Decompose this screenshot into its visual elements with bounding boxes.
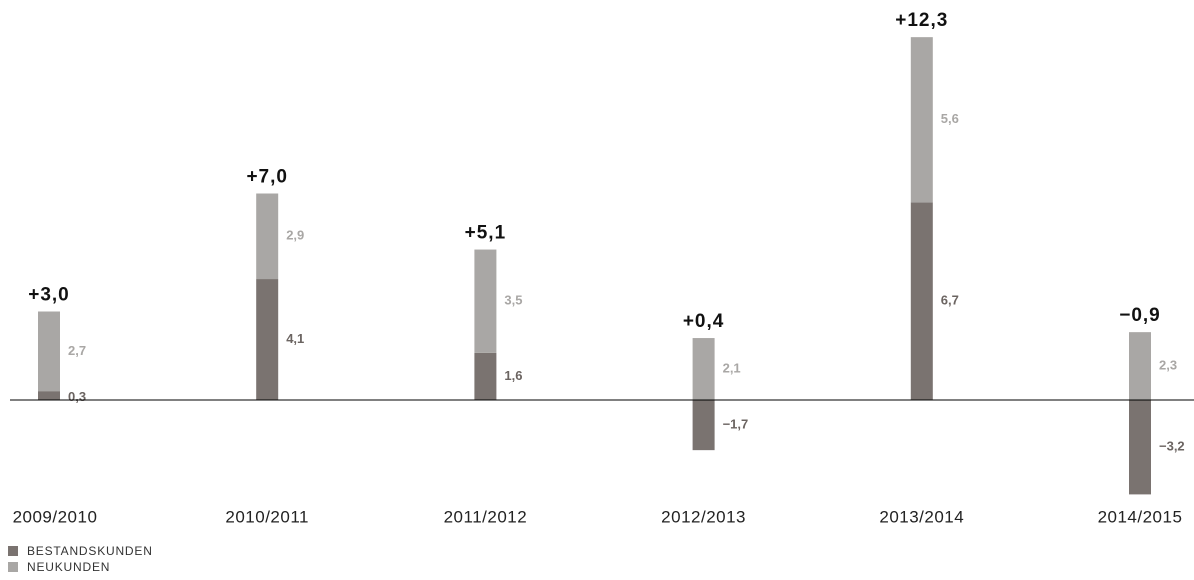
value-label: 2,3 [1159, 358, 1177, 373]
value-label: 5,6 [941, 111, 959, 126]
legend-swatch [8, 562, 18, 572]
bar-segment [474, 352, 497, 400]
bar-segment [256, 279, 279, 400]
total-label: +0,4 [683, 311, 725, 332]
total-label: +12,3 [895, 10, 948, 31]
legend-label: NEUKUNDEN [27, 560, 110, 574]
value-label: 0,3 [68, 389, 86, 404]
x-tick-label: 2014/2015 [1098, 507, 1183, 526]
x-tick-label: 2011/2012 [444, 507, 528, 526]
x-tick-label: 2009/2010 [13, 507, 98, 526]
value-label: 4,1 [286, 331, 304, 346]
bar-segment [256, 193, 279, 280]
bar-segment [692, 400, 715, 451]
bar-segment [1129, 400, 1151, 495]
bar-segment [1129, 332, 1151, 400]
total-label: −0,9 [1119, 305, 1161, 326]
total-label: +3,0 [28, 285, 70, 306]
bar-segment [910, 37, 933, 203]
value-label: 2,9 [286, 228, 304, 243]
legend-swatch [8, 546, 18, 556]
total-label: +5,1 [465, 223, 507, 244]
legend-label: BESTANDSKUNDEN [27, 544, 153, 558]
bar-segment [692, 338, 715, 400]
bar-segment [38, 391, 60, 400]
value-label: 2,7 [68, 343, 86, 358]
bar-segment [474, 249, 497, 353]
value-label: −3,2 [1159, 439, 1185, 454]
value-label: 1,6 [504, 368, 522, 383]
value-label: 3,5 [504, 293, 522, 308]
x-tick-label: 2012/2013 [661, 507, 746, 526]
value-label: 2,1 [723, 360, 741, 375]
bar-segment [910, 202, 933, 400]
total-label: +7,0 [246, 167, 288, 188]
bar-segment [38, 311, 60, 392]
value-label: 6,7 [941, 293, 959, 308]
x-tick-label: 2010/2011 [225, 507, 309, 526]
value-label: −1,7 [723, 417, 749, 432]
x-tick-label: 2013/2014 [879, 507, 964, 526]
